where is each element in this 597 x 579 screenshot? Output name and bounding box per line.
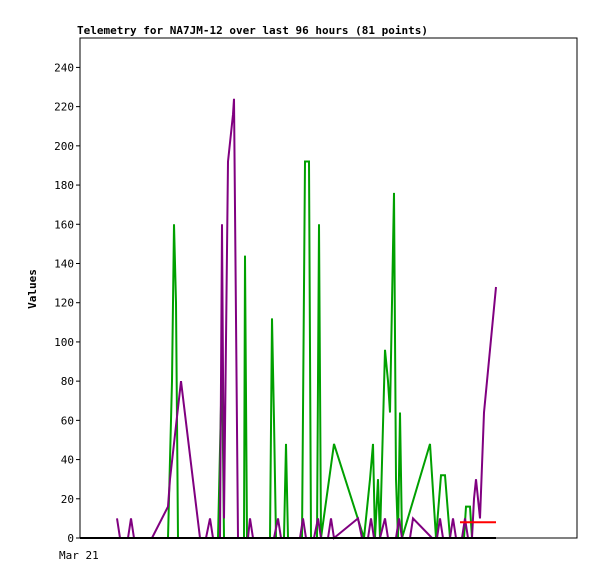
- y-tick-label-2: 40: [61, 454, 74, 467]
- y-tick-label-8: 160: [54, 218, 74, 231]
- y-axis: 0 20 40 60 80 100 120 140 160 180 200 220 240: [54, 61, 80, 545]
- y-tick-label-1: 20: [61, 493, 74, 506]
- chart-title: Telemetry for NA7JM-12 over last 96 hour…: [77, 24, 428, 37]
- y-axis-label: Values: [26, 269, 39, 309]
- series-layer: [80, 98, 497, 540]
- y-tick-label-4: 80: [61, 375, 74, 388]
- y-tick-label-12: 240: [54, 61, 74, 74]
- y-tick-label-0: 0: [67, 532, 74, 545]
- y-tick-label-9: 180: [54, 179, 74, 192]
- plot-area: [79, 37, 578, 539]
- y-tick-label-11: 220: [54, 101, 74, 114]
- y-tick-label-3: 60: [61, 414, 74, 427]
- y-tick-label-10: 200: [54, 140, 74, 153]
- y-tick-label-7: 140: [54, 257, 74, 270]
- y-tick-label-6: 120: [54, 297, 74, 310]
- y-tick-label-5: 100: [54, 336, 74, 349]
- x-tick-label-0: Mar 21: [59, 549, 99, 562]
